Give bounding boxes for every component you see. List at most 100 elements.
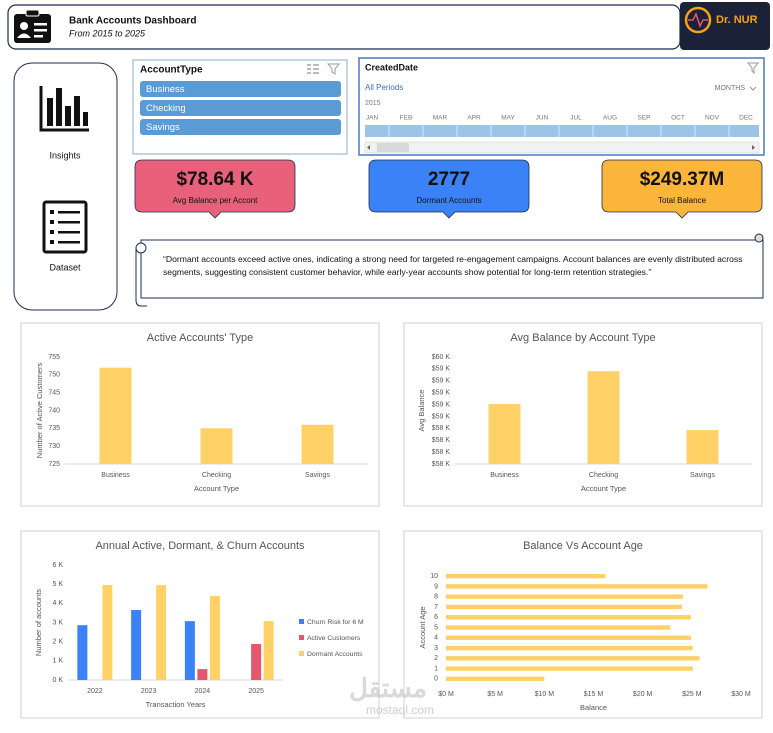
y-tick-label: 6 K [52, 562, 63, 569]
scrollbar[interactable] [364, 141, 760, 154]
x-axis-label: Account Type [194, 484, 239, 493]
note-scroll [135, 233, 764, 307]
month-label[interactable]: SEP [637, 115, 650, 122]
y-tick-label: 2 K [52, 639, 63, 646]
kpi-value: 2777 [428, 169, 470, 190]
x-tick-label: $0 M [438, 691, 454, 698]
bar [301, 424, 334, 464]
kpi-card [368, 159, 530, 219]
x-tick-label: $25 M [682, 691, 702, 698]
clear-filter-icon[interactable] [326, 63, 341, 75]
nav-item[interactable]: Dataset [49, 262, 81, 272]
bar [446, 573, 606, 579]
bar [131, 610, 142, 680]
y-tick-label: 7 [434, 604, 438, 611]
bar [446, 656, 700, 661]
y-tick-label: $59 K [432, 378, 451, 385]
month-label[interactable]: OCT [671, 115, 685, 122]
dropdown-arrow[interactable] [749, 86, 757, 91]
bar [209, 596, 220, 680]
x-tick-label: Business [490, 472, 519, 479]
multi-select-icon[interactable] [307, 64, 319, 74]
x-tick-label: Savings [690, 472, 715, 479]
y-tick-label: 6 [434, 614, 438, 621]
bar [446, 666, 693, 671]
y-axis-label: Avg Balance [417, 390, 426, 432]
month-label[interactable]: MAR [433, 115, 448, 122]
chart-title: Avg Balance by Account Type [510, 332, 655, 344]
bar [102, 585, 113, 680]
bar [77, 625, 88, 680]
y-tick-label: 0 K [52, 677, 63, 684]
insight-note: “Dormant accounts exceed active ones, in… [163, 254, 743, 277]
y-tick-label: $58 K [432, 437, 451, 444]
dataset-icon[interactable] [42, 200, 88, 254]
month-label[interactable]: JUL [570, 115, 582, 122]
y-tick-label: $58 K [432, 449, 451, 456]
bar [99, 367, 132, 464]
bar [200, 428, 233, 464]
bar [263, 621, 274, 680]
month-label[interactable]: JUN [536, 115, 549, 122]
kpi-value: $78.64 K [176, 169, 253, 190]
chart-panel [20, 530, 380, 719]
chart-title: Annual Active, Dormant, & Churn Accounts [95, 540, 305, 552]
month-label[interactable]: MAY [501, 115, 515, 122]
y-tick-label: 0 [434, 676, 438, 683]
y-tick-label: 745 [48, 390, 60, 397]
chart-panel [403, 530, 763, 719]
slicer-item-label[interactable]: Business [146, 84, 185, 95]
timeline-bar[interactable] [365, 125, 759, 137]
month-label[interactable]: DEC [739, 115, 753, 122]
y-tick-label: 10 [430, 573, 438, 580]
kpi-label: Avg Balance per Accont [173, 196, 259, 205]
chart-panel [20, 322, 380, 507]
chart-panel [403, 322, 763, 507]
bar [251, 643, 262, 680]
bar [488, 403, 521, 464]
x-tick-label: Checking [589, 472, 618, 479]
y-tick-label: $59 K [432, 390, 451, 397]
legend-swatch [299, 635, 304, 640]
header-box [7, 4, 681, 50]
legend-swatch [299, 651, 304, 656]
scroll-thumb[interactable] [377, 143, 409, 152]
y-tick-label: 4 [434, 635, 438, 642]
month-label[interactable]: JAN [366, 115, 379, 122]
x-tick-label: Savings [305, 472, 330, 479]
slicer-item[interactable] [140, 119, 341, 135]
y-tick-label: $60 K [432, 354, 451, 361]
timeline-box [358, 57, 765, 156]
month-label[interactable]: AUG [603, 115, 617, 122]
slicer-item[interactable] [140, 81, 341, 97]
month-label[interactable]: NOV [705, 115, 720, 122]
y-tick-label: $59 K [432, 366, 451, 373]
month-label[interactable]: APR [467, 115, 481, 122]
bar [197, 669, 208, 680]
bar [446, 604, 682, 610]
bar [686, 430, 719, 464]
bar [446, 635, 691, 640]
timeline-level[interactable]: MONTHS [715, 85, 746, 92]
nav-item[interactable]: Insights [49, 150, 81, 160]
bar [446, 594, 683, 599]
x-tick-label: Business [101, 472, 130, 479]
slicer-item-label[interactable]: Checking [146, 103, 186, 114]
month-label[interactable]: FEB [400, 115, 413, 122]
kpi-label: Total Balance [658, 196, 707, 205]
legend-label: Churn Risk for 6 M [307, 619, 364, 626]
chart-title: Balance Vs Account Age [523, 540, 643, 552]
clear-filter-icon[interactable] [746, 62, 760, 75]
chart-title: Active Accounts' Type [147, 332, 253, 344]
legend-swatch [299, 619, 304, 624]
logo-text: Dr. NUR [716, 14, 758, 26]
header-title: Bank Accounts Dashboard [69, 16, 196, 27]
slicer-item-label[interactable]: Savings [146, 122, 180, 133]
y-tick-label: 755 [48, 354, 60, 361]
insights-icon[interactable] [39, 86, 89, 132]
kpi-value: $249.37M [640, 169, 725, 190]
slicer-item[interactable] [140, 100, 341, 116]
header-subtitle: From 2015 to 2025 [69, 28, 146, 38]
